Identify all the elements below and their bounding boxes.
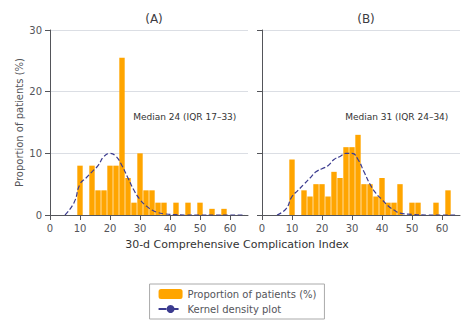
svg-text:10: 10 [74, 223, 87, 234]
svg-text:60: 60 [436, 223, 449, 234]
svg-text:0: 0 [259, 223, 265, 234]
svg-text:0: 0 [36, 210, 42, 221]
svg-text:20: 20 [29, 86, 42, 97]
svg-text:30: 30 [134, 223, 147, 234]
svg-text:Median 31 (IQR 24–34): Median 31 (IQR 24–34) [345, 112, 448, 122]
svg-text:Proportion of patients (%): Proportion of patients (%) [14, 58, 25, 187]
svg-text:20: 20 [316, 223, 329, 234]
svg-text:Proportion of patients (%): Proportion of patients (%) [188, 289, 317, 300]
svg-text:0: 0 [47, 223, 53, 234]
svg-text:30-d Comprehensive Complicatio: 30-d Comprehensive Complication Index [125, 238, 349, 251]
svg-text:20: 20 [104, 223, 117, 234]
svg-text:40: 40 [376, 223, 389, 234]
svg-text:(B): (B) [357, 12, 375, 26]
svg-text:50: 50 [194, 223, 207, 234]
svg-text:(A): (A) [145, 12, 163, 26]
svg-text:10: 10 [29, 148, 42, 159]
svg-text:60: 60 [224, 223, 237, 234]
svg-text:50: 50 [406, 223, 419, 234]
svg-text:Median 24 (IQR 17–33): Median 24 (IQR 17–33) [133, 112, 236, 122]
svg-text:30: 30 [29, 25, 42, 36]
svg-text:40: 40 [164, 223, 177, 234]
svg-text:30: 30 [346, 223, 359, 234]
svg-text:10: 10 [286, 223, 299, 234]
svg-text:Kernel density plot: Kernel density plot [188, 304, 282, 315]
